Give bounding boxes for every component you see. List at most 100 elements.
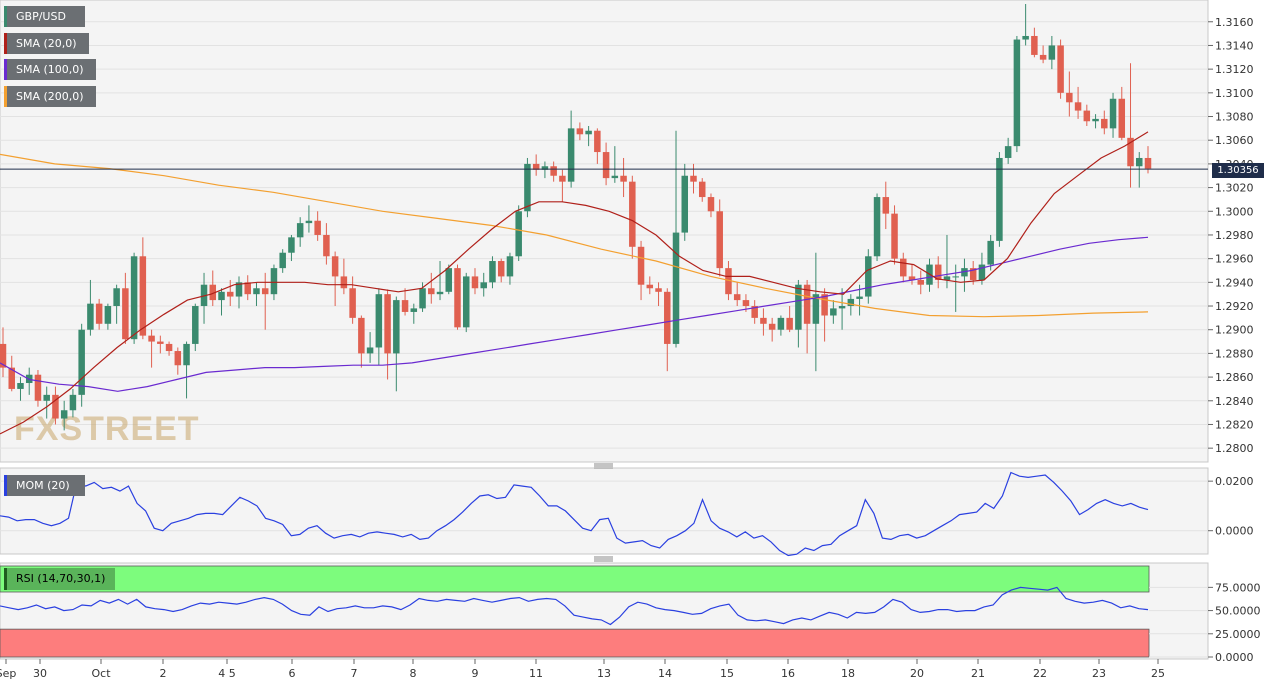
- candle-body: [1066, 92, 1073, 103]
- price-tick-label: 1.3060: [1215, 134, 1254, 147]
- candle-body: [707, 197, 715, 212]
- candle-body: [497, 261, 505, 277]
- candle-body: [270, 268, 278, 295]
- time-tick-label: Sep: [0, 667, 16, 680]
- watermark: FXSTREET: [14, 410, 200, 448]
- rsi-tick-label: 50.0000: [1215, 605, 1261, 618]
- candle-body: [1109, 98, 1117, 129]
- candle-body: [462, 276, 470, 328]
- legend-symbol[interactable]: GBP/USD: [4, 6, 85, 27]
- rsi-tick-label: 25.0000: [1215, 628, 1261, 641]
- sma20-swatch: [4, 33, 7, 54]
- legend-symbol-label: GBP/USD: [16, 10, 66, 23]
- candle-body: [69, 394, 77, 411]
- time-tick-label: 7: [351, 667, 358, 680]
- candle-body: [1048, 45, 1056, 60]
- time-tick-label: 23: [1092, 667, 1106, 680]
- time-tick-label: 20: [910, 667, 924, 680]
- rsi-line: [0, 586, 1149, 626]
- candle-body: [419, 288, 426, 309]
- sma20-line: [0, 131, 1149, 435]
- candle-body: [43, 394, 50, 401]
- candle-body: [52, 394, 59, 419]
- candle-body: [384, 294, 391, 354]
- pane-resize-handle[interactable]: [594, 463, 613, 469]
- candle-body: [34, 374, 42, 401]
- rsi-axis: 75.0000 50.0000 25.0000 0.0000: [1208, 581, 1261, 664]
- candle-body: [1022, 35, 1029, 40]
- candle-body: [1144, 157, 1152, 169]
- candle-body: [445, 268, 453, 292]
- candle-body: [725, 268, 732, 295]
- candle-body: [157, 341, 164, 344]
- candle-body: [340, 276, 348, 289]
- candle-body: [78, 329, 85, 395]
- time-tick-label: 30: [33, 667, 47, 680]
- sma100-line: [0, 236, 1149, 392]
- rsi-tick-label: 75.0000: [1215, 581, 1261, 594]
- sma200-swatch: [4, 86, 7, 107]
- candle-body: [489, 261, 496, 283]
- legend-rsi[interactable]: RSI (14,70,30,1): [4, 568, 115, 590]
- price-tick-label: 1.2820: [1215, 418, 1254, 431]
- candle-body: [934, 264, 942, 280]
- candle-body: [113, 288, 120, 307]
- candle-body: [917, 279, 924, 285]
- candle-body: [1092, 118, 1099, 122]
- candle-body: [17, 383, 24, 389]
- candle-body: [366, 347, 374, 354]
- mom-series-line: [0, 471, 1149, 557]
- candle-body: [253, 288, 260, 295]
- candle-body: [349, 288, 356, 318]
- candle-body: [209, 284, 217, 301]
- rsi-tick-label: 0.0000: [1215, 651, 1254, 664]
- candle-body: [637, 246, 645, 285]
- candle-body: [987, 240, 994, 265]
- legend-sma100-label: SMA (100,0): [16, 63, 84, 76]
- price-tick-label: 1.3000: [1215, 205, 1254, 218]
- candle-body: [296, 223, 304, 238]
- candle-body: [698, 181, 706, 198]
- candle-body: [567, 128, 575, 182]
- sma200-line: [0, 153, 1149, 318]
- candle-body: [541, 166, 549, 170]
- rsi-overbought-zone: [0, 565, 1150, 593]
- candle-body: [393, 300, 400, 354]
- legend-rsi-label: RSI (14,70,30,1): [16, 572, 106, 585]
- candle-body: [60, 410, 68, 419]
- pane-resize-handle[interactable]: [594, 556, 613, 562]
- candle-body: [192, 306, 199, 344]
- mom-grid: [0, 480, 1208, 532]
- legend-mom[interactable]: MOM (20): [4, 475, 85, 496]
- candles-and-sma: [0, 4, 1152, 435]
- candle-body: [882, 197, 890, 214]
- time-axis: Sep 30 Oct 2 4 5 6 7 8 9 11 13 14 15 16 18 20 21 22 23 25: [0, 659, 1165, 680]
- mom-tick-label: 0.0200: [1215, 475, 1254, 488]
- legend-sma200[interactable]: SMA (200,0): [4, 86, 96, 107]
- candle-body: [952, 276, 959, 278]
- candle-body: [768, 323, 776, 330]
- time-tick-label: 8: [410, 667, 417, 680]
- price-tick-label: 1.3160: [1215, 16, 1254, 29]
- legend-sma20-label: SMA (20,0): [16, 37, 77, 50]
- time-tick-label: 22: [1033, 667, 1047, 680]
- price-tick-label: 1.3120: [1215, 63, 1254, 76]
- legend-sma100[interactable]: SMA (100,0): [4, 59, 96, 80]
- candle-body: [996, 157, 1003, 241]
- sma100-swatch: [4, 59, 7, 80]
- candle-body: [978, 264, 986, 280]
- mom-plot-background: [0, 467, 1209, 555]
- legend-sma20[interactable]: SMA (20,0): [4, 33, 89, 54]
- mom-swatch: [4, 475, 7, 496]
- rsi-swatch: [4, 568, 7, 590]
- candle-body: [515, 211, 522, 257]
- candle-body: [961, 268, 968, 277]
- candle-body: [235, 282, 243, 297]
- candle-body: [760, 317, 767, 324]
- candle-body: [629, 181, 636, 247]
- mom-line: [0, 471, 1149, 557]
- legend-mom-label: MOM (20): [16, 479, 70, 492]
- price-tick-label: 1.3080: [1215, 111, 1254, 124]
- price-tick-label: 1.3140: [1215, 39, 1254, 52]
- price-tick-label: 1.3100: [1215, 87, 1254, 100]
